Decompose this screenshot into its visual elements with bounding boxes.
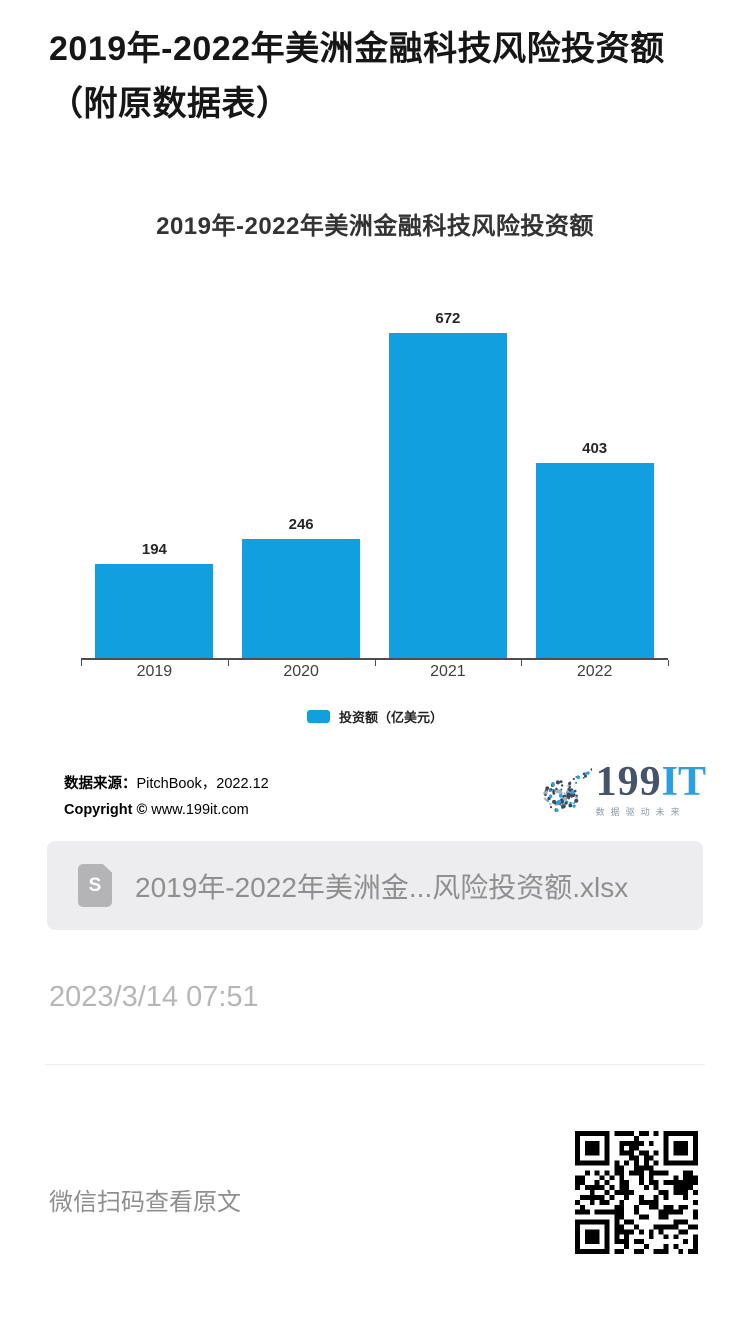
qr-code	[575, 1131, 698, 1254]
data-source-block: 数据来源：PitchBook，2022.12 Copyright © www.1…	[64, 771, 269, 823]
chart-title: 2019年-2022年美洲金融科技风险投资额	[156, 213, 594, 240]
logo-tagline: 数据驱动未来	[595, 807, 686, 817]
199it-logo: 199IT 数据驱动未来	[540, 756, 706, 824]
legend: 投资额（亿美元）	[0, 707, 750, 726]
axis-tick	[374, 660, 376, 666]
x-axis-labels: 2019 2020 2021 2022	[81, 663, 668, 681]
publish-date: 2023/3/14 07:51	[49, 981, 259, 1013]
scan-hint-text: 微信扫码查看原文	[49, 1189, 241, 1216]
bar-2021	[388, 333, 507, 658]
legend-swatch	[306, 710, 330, 723]
bar-column: 246	[228, 516, 375, 658]
axis-tick	[81, 660, 82, 666]
divider-line	[45, 1064, 705, 1065]
bar-value-label: 403	[582, 440, 608, 457]
bar-2020	[242, 539, 361, 658]
logo-text: 199IT 数据驱动未来	[595, 759, 706, 818]
spreadsheet-file-icon: S	[78, 864, 112, 907]
legend-label: 投资额（亿美元）	[338, 710, 443, 725]
bar-column: 194	[81, 541, 228, 658]
bar-2022	[535, 463, 654, 658]
source-label: 数据来源：	[64, 776, 137, 792]
copyright-value: www.199it.com	[147, 802, 249, 818]
axis-tick	[227, 660, 229, 666]
logo-199-text: 199	[595, 759, 662, 805]
x-tick-label: 2021	[430, 663, 466, 680]
axis-tick	[668, 660, 669, 666]
attachment-card[interactable]: S 2019年-2022年美洲金...风险投资额.xlsx	[47, 841, 703, 930]
file-icon-letter: S	[88, 875, 102, 896]
bar-column: 672	[375, 310, 522, 658]
axis-tick	[521, 660, 523, 666]
plot-area: 194 246 672 403	[81, 302, 669, 666]
page-title: 2019年-2022年美洲金融科技风险投资额（附原数据表）	[49, 30, 665, 123]
dotted-sphere-icon	[542, 768, 592, 812]
x-tick-label: 2019	[136, 663, 173, 680]
bar-value-label: 672	[435, 310, 461, 327]
data-source-line: 数据来源：PitchBook，2022.12	[64, 771, 269, 797]
logo-it-text: IT	[661, 759, 706, 805]
attachment-file-name: 2019年-2022年美洲金...风险投资额.xlsx	[135, 871, 629, 903]
x-tick-label: 2020	[283, 663, 319, 680]
bar-column: 403	[521, 440, 668, 658]
bar-2019	[95, 564, 214, 658]
bar-value-label: 194	[141, 541, 167, 558]
source-value: PitchBook，2022.12	[136, 776, 269, 792]
bar-value-label: 246	[288, 516, 314, 533]
copyright-line: Copyright © www.199it.com	[64, 797, 269, 823]
x-tick-label: 2022	[576, 663, 613, 680]
copyright-label: Copyright ©	[64, 802, 148, 818]
